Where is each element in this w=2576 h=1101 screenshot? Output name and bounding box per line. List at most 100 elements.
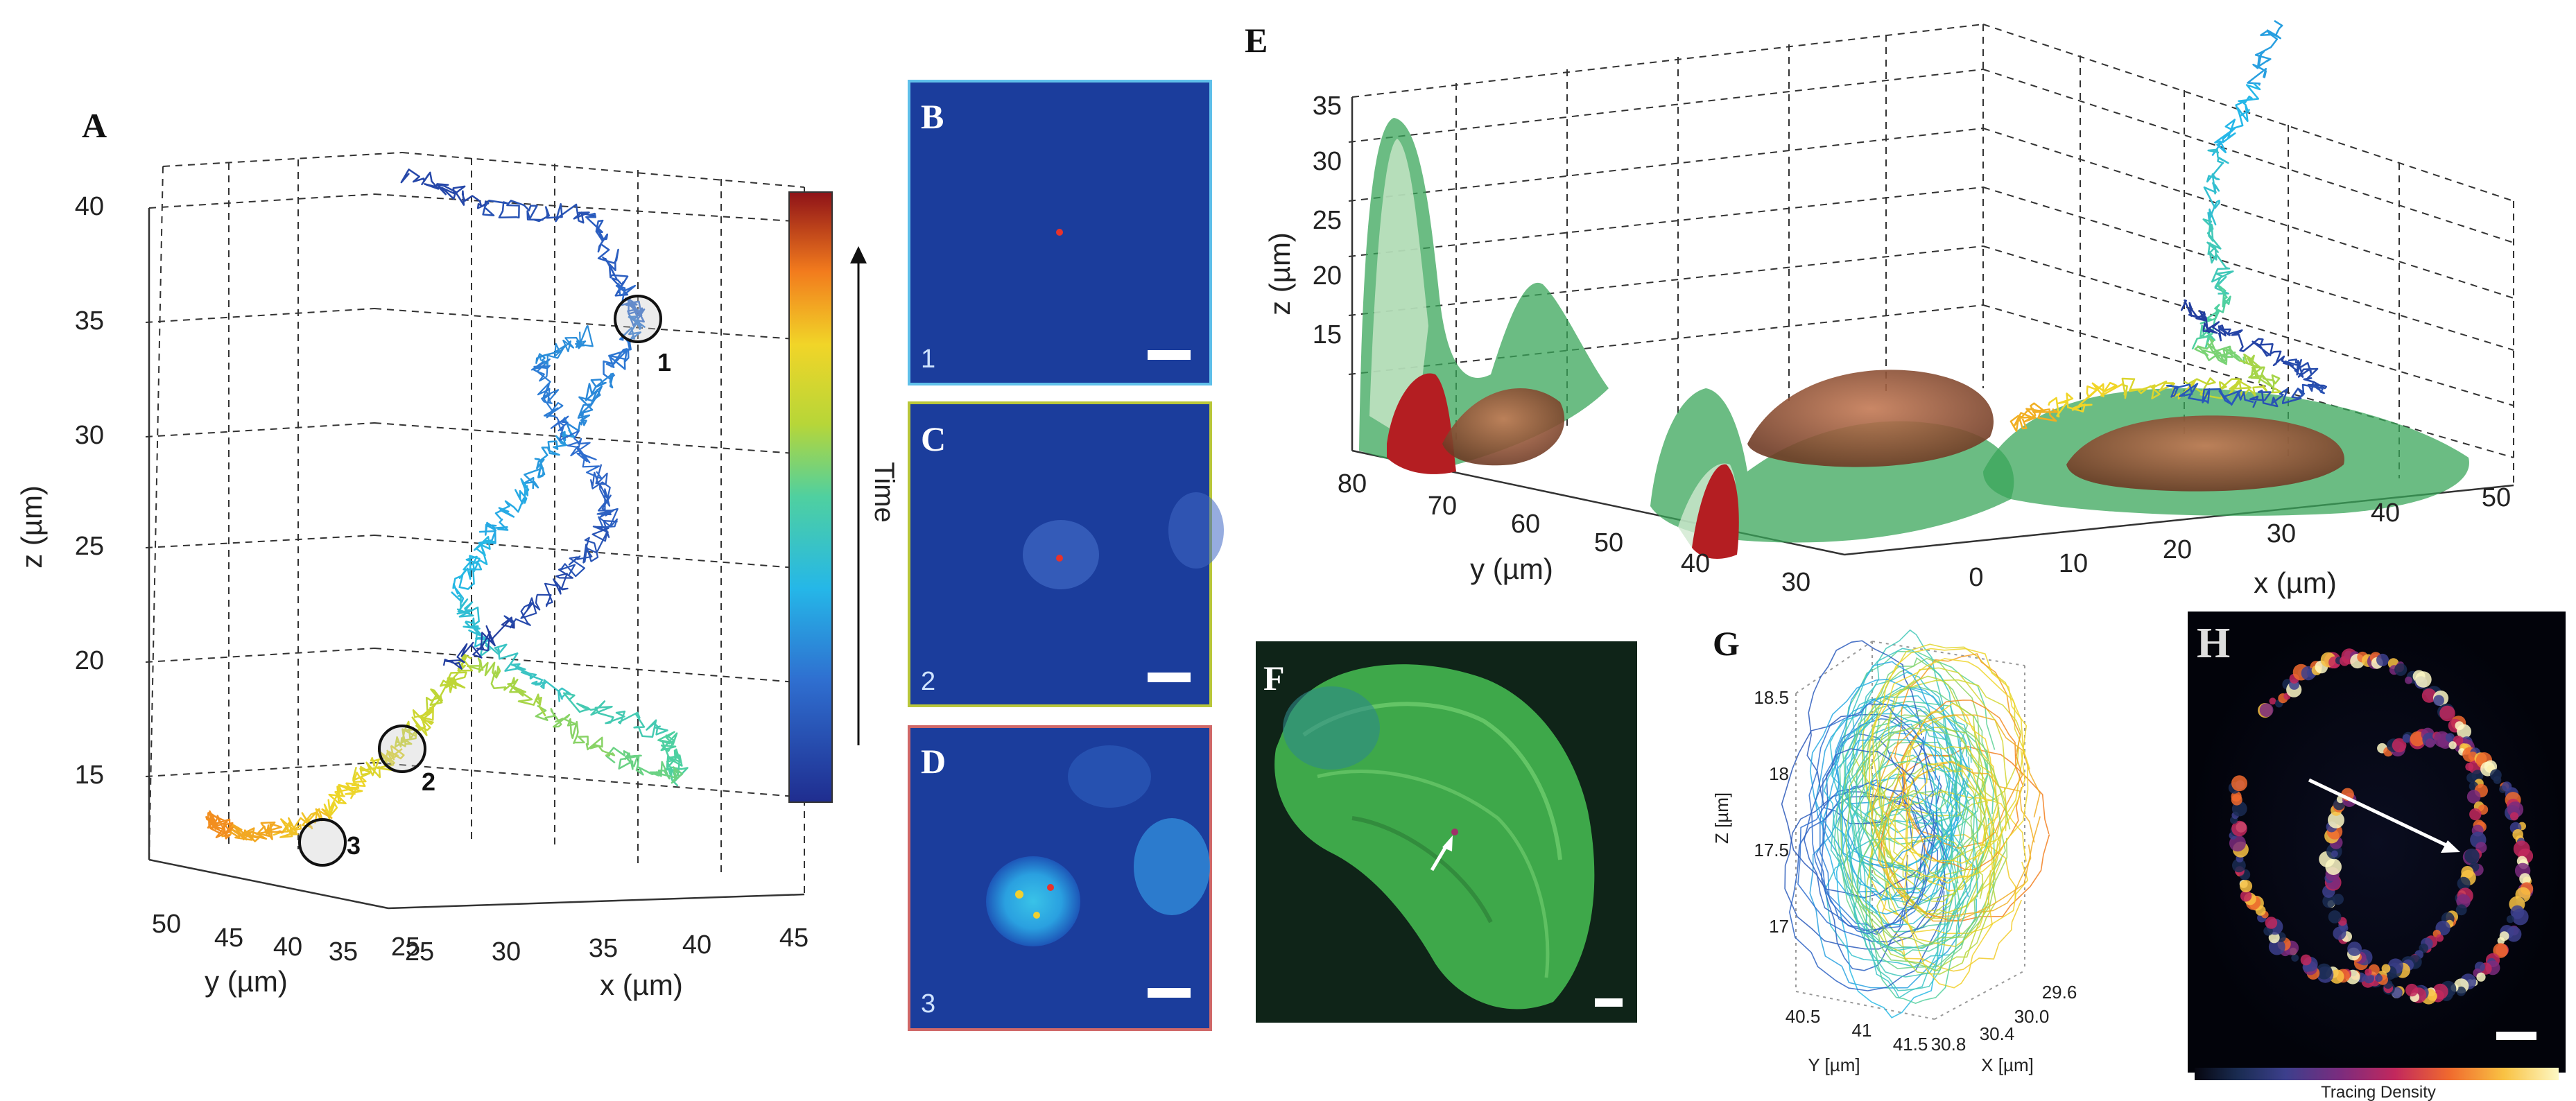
panel-e-x-ticks: 0 10 20 30 40 50 [1969, 483, 2511, 592]
trajectory-segment [479, 640, 571, 702]
tracked-particle [1047, 884, 1054, 891]
tick-label: 30 [492, 937, 521, 966]
trajectory-loop [1842, 794, 1967, 952]
panel-g-trajectories [1781, 629, 2050, 1018]
trajectory-loop [1815, 779, 1927, 935]
trajectory-segment [478, 478, 530, 544]
colorbar-label-time: Time [869, 462, 899, 522]
trajectory-segment [2203, 148, 2229, 231]
density-blob [2331, 850, 2338, 858]
scale-bar [1148, 673, 1191, 682]
scale-bar [1148, 350, 1191, 360]
trajectory-segment [2184, 377, 2282, 399]
tick-label: 29.6 [2042, 982, 2077, 1003]
neighbor-cell [1068, 745, 1151, 808]
panel-g-z-ticks: 18.5 18 17.5 17 [1754, 687, 1789, 937]
tick-label: 25 [75, 532, 104, 561]
trajectory-segment [503, 568, 573, 629]
tick-label: 30.0 [2014, 1006, 2050, 1027]
trajectory-segment [451, 536, 495, 603]
tick-label: 30 [1781, 568, 1810, 597]
density-blob [2402, 734, 2411, 743]
tick-label: 35 [75, 306, 104, 336]
trajectory-segment [605, 747, 684, 784]
trajectory-segment [205, 810, 234, 840]
trajectory-segment [2239, 353, 2281, 392]
tracked-particle [1451, 829, 1458, 835]
density-blob [2231, 775, 2247, 792]
trajectory-segment [2166, 383, 2254, 406]
panel-g-z-axis-label: Z [µm] [1711, 792, 1732, 844]
panel-label-a: A [82, 106, 107, 145]
trajectory-loop [1876, 834, 1989, 972]
marker-label-3: 3 [347, 831, 361, 860]
pointer-arrow-head [1442, 835, 1453, 851]
tick-label: 50 [152, 910, 181, 939]
neighbor-cell [1134, 818, 1210, 915]
tick-label: 18.5 [1754, 687, 1789, 708]
direction-arrow-head [2441, 840, 2460, 853]
density-blob [2465, 763, 2474, 771]
trajectory-segment [467, 657, 546, 717]
bright-spot [1015, 890, 1023, 899]
tracing-density-colorbar [2195, 1068, 2559, 1080]
tick-label: 17.5 [1754, 840, 1789, 860]
panel-g-x-ticks: 29.6 30.0 30.4 30.8 [1931, 982, 2077, 1055]
tick-label: 50 [1594, 528, 1623, 557]
trajectory-segment [2009, 402, 2059, 432]
neighbor-cell [1168, 492, 1224, 569]
trajectory-loop [1819, 718, 1935, 935]
density-blob [2433, 695, 2444, 706]
trajectory-loop [1882, 761, 2035, 917]
trajectory-loop [1862, 643, 2026, 866]
trajectory-segment [442, 616, 515, 670]
density-blob [2426, 738, 2435, 748]
density-blob [2448, 741, 2457, 749]
time-arrow-head [850, 246, 867, 263]
panel-e-x-axis-label: x (µm) [2254, 566, 2337, 599]
trajectory-segment [560, 520, 618, 578]
tick-label: 30.4 [1980, 1023, 2015, 1044]
density-blob [2493, 943, 2508, 958]
scale-bar [2496, 1032, 2536, 1040]
panel-a: A 40 35 30 25 [15, 106, 899, 1001]
trajectory-segment [2202, 218, 2234, 295]
tick-label: 20 [2163, 535, 2192, 564]
panel-e-z-axis-label: z (µm) [1263, 232, 1296, 315]
panel-h-density-rings [2228, 648, 2534, 1005]
trajectory-loop [1869, 801, 1965, 1004]
trajectory-segment [425, 653, 474, 715]
panel-b: B 1 [908, 80, 1212, 385]
density-blob [2509, 812, 2519, 821]
trajectory-segment [273, 808, 333, 838]
panel-e-y-axis-label: y (µm) [1470, 553, 1553, 585]
density-blob [2419, 943, 2428, 953]
density-blob [2497, 937, 2505, 945]
density-blob [2476, 972, 2486, 982]
tick-label: 17 [1769, 916, 1789, 937]
trajectory-segment [2249, 383, 2325, 408]
density-blob [2365, 969, 2372, 976]
trajectory-segment [562, 692, 668, 738]
marker-label-2: 2 [422, 768, 435, 796]
marker-circle-1 [614, 295, 662, 343]
tick-label: 20 [1313, 261, 1342, 291]
density-blob [2291, 954, 2299, 962]
trajectory-segment [535, 325, 594, 365]
density-blob [2405, 983, 2419, 997]
trajectory-segment [535, 704, 616, 757]
trajectory-segment [523, 429, 576, 489]
cell-nucleus [1023, 520, 1099, 589]
trajectory-loop [1830, 739, 1979, 949]
marker-circle-2 [378, 725, 426, 773]
tick-label: 45 [214, 924, 243, 953]
trajectory-loop [1878, 743, 2007, 915]
tick-label: 10 [2059, 549, 2088, 578]
trajectory-loop [1832, 686, 1972, 833]
tick-label: 15 [1313, 320, 1342, 349]
trajectory-segment [603, 315, 646, 380]
density-blob [2376, 653, 2389, 666]
tick-label: 40 [682, 930, 711, 960]
tick-label: 80 [1338, 469, 1367, 499]
density-blob [2300, 954, 2312, 966]
